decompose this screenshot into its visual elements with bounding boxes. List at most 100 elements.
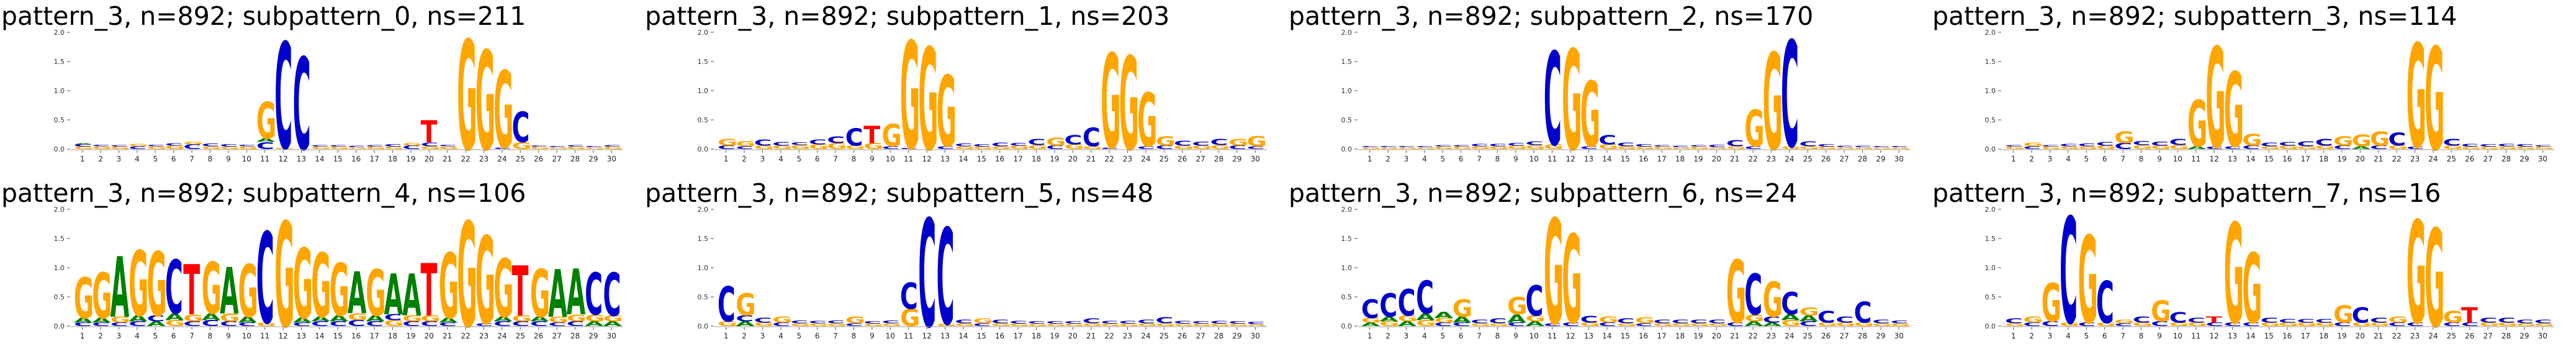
logo-letter-g: G (1854, 147, 1874, 150)
logo-letter-c: C (1489, 317, 1507, 325)
logo-letter-c: C (2388, 322, 2406, 327)
x-tick-label: 24 (1785, 155, 1794, 163)
x-tick-label: 23 (1123, 332, 1132, 340)
logo-letter-g: G (1562, 21, 1582, 182)
logo-letter-c: C (439, 144, 457, 147)
logo-letter-g: G (1064, 143, 1084, 150)
logo-letter-a: A (585, 320, 604, 327)
logo-letter-g: G (1817, 322, 1837, 327)
logo-letter-g: G (2479, 146, 2499, 150)
logo-letter-g: G (2133, 322, 2153, 327)
logo-letter-c: C (1580, 145, 1598, 150)
x-tick-label: 28 (1214, 332, 1223, 340)
logo-letter-g: G (183, 313, 203, 324)
y-tick-label: 0.5 (1985, 116, 1996, 124)
x-tick-label: 13 (2228, 332, 2237, 340)
logo-letter-c: C (1690, 319, 1708, 324)
x-tick-label: 6 (2102, 155, 2107, 163)
y-tick-label: 1.5 (1985, 235, 1996, 243)
y-tick-label: 0.5 (54, 293, 65, 301)
x-tick-label: 10 (242, 155, 251, 163)
logo-letter-c: C (2498, 143, 2516, 147)
logo-letter-a: A (92, 317, 111, 324)
x-tick-label: 14 (958, 155, 968, 163)
x-tick-label: 11 (2191, 155, 2200, 163)
x-tick-label: 8 (852, 332, 857, 340)
logo-letter-c: C (1174, 320, 1192, 325)
x-tick-label: 7 (833, 155, 838, 163)
x-tick-label: 11 (260, 155, 269, 163)
logo-letter-g: G (1744, 313, 1764, 324)
x-tick-label: 30 (1894, 155, 1904, 163)
logo-letter-c: C (293, 322, 311, 327)
logo-letter-g: G (1525, 314, 1545, 324)
x-tick-label: 15 (1621, 155, 1630, 163)
logo-letter-c: C (1009, 320, 1027, 325)
logo-letter-g: G (1246, 134, 1266, 150)
logo-letter-c: C (1155, 315, 1173, 325)
x-tick-label: 20 (425, 332, 434, 340)
logo-letter-c: C (1507, 322, 1525, 327)
logo-letter-c: C (548, 322, 566, 327)
logo-panel: pattern_3, n=892; subpattern_4, ns=106 0.… (0, 177, 644, 354)
logo-letter-g: G (220, 312, 240, 325)
logo-letter-c: C (1434, 145, 1452, 148)
logo-letter-c: C (955, 319, 973, 324)
logo-panel: pattern_3, n=892; subpattern_2, ns=170 0.… (1287, 0, 1931, 182)
x-tick-label: 22 (1104, 332, 1114, 340)
logo-letter-g: G (2297, 322, 2317, 327)
logo-letter-g: G (1616, 322, 1636, 327)
x-tick-label: 22 (1104, 155, 1114, 163)
logo-letter-c: C (1155, 145, 1173, 150)
logo-letter-g: G (973, 317, 993, 325)
logo-letter-g: G (402, 142, 422, 147)
x-tick-label: 12 (2209, 155, 2218, 163)
logo-letter-c: C (1210, 138, 1228, 147)
x-tick-label: 11 (2191, 332, 2200, 340)
logo-letter-a: A (1452, 315, 1472, 325)
logo-letter-g: G (2407, 14, 2426, 181)
y-tick-label: 1.0 (1985, 264, 1996, 272)
logo-letter-g: G (1544, 191, 1564, 354)
logo-letter-g: G (1489, 322, 1509, 327)
x-tick-label: 4 (1422, 332, 1427, 340)
logo-letter-g: G (2042, 146, 2061, 150)
logo-letter-g: G (585, 313, 605, 324)
logo-letter-g: G (493, 243, 513, 336)
logo-letter-g: G (603, 314, 623, 324)
logo-letter-c: C (439, 322, 457, 327)
logo-letter-a: A (439, 317, 458, 324)
x-tick-label: 13 (1584, 155, 1593, 163)
x-tick-label: 16 (1639, 332, 1648, 340)
x-tick-label: 10 (242, 332, 251, 340)
y-tick-label: 0.0 (54, 145, 65, 153)
x-tick-label: 2 (2029, 155, 2034, 163)
logo-letter-g: G (384, 146, 404, 150)
logo-letter-g: G (457, 9, 477, 184)
logo-letter-g: G (772, 145, 792, 150)
y-tick-label: 0.0 (698, 322, 709, 330)
x-tick-label: 6 (1459, 155, 1464, 163)
logo-letter-c: C (1379, 146, 1397, 148)
logo-letter-c: C (772, 141, 790, 147)
logo-letter-c: C (790, 142, 808, 147)
x-tick-label: 12 (1565, 332, 1575, 340)
logo-letter-c: C (2479, 317, 2497, 324)
logo-letter-a: A (329, 314, 348, 324)
logo-letter-c: C (348, 319, 366, 328)
logo-letter-a: A (1434, 311, 1453, 320)
logo-letter-c: C (1046, 145, 1064, 150)
x-tick-label: 26 (2465, 332, 2474, 340)
logo-letter-c: C (900, 275, 918, 317)
logo-letter-c: C (1835, 315, 1853, 325)
logo-letter-g: G (548, 147, 568, 150)
logo-letter-c: C (366, 320, 384, 327)
y-tick-label: 1.5 (1985, 58, 1996, 66)
logo-letter-g: G (863, 323, 883, 327)
x-tick-label: 25 (1160, 155, 1169, 163)
logo-letter-c: C (74, 143, 92, 147)
y-tick-label: 1.0 (1985, 87, 1996, 95)
logo-letter-c: C (2096, 269, 2114, 336)
x-tick-label: 5 (796, 332, 801, 340)
logo-letter-c: C (1817, 143, 1835, 147)
